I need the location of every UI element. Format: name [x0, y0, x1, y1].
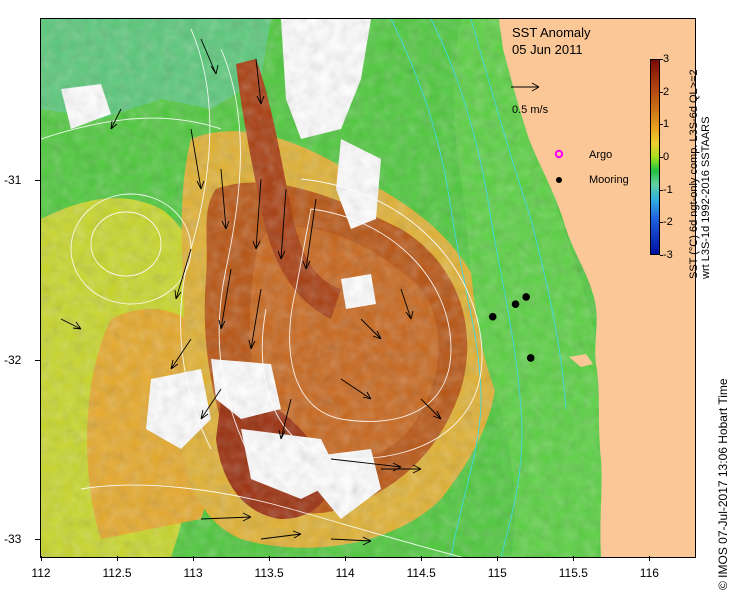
y-tick-label: -31: [4, 173, 22, 188]
y-tick-mark: [35, 539, 40, 541]
x-tick-label: 116: [639, 566, 659, 580]
credit-text: © IMOS 07-Jul-2017 13:06 Hobart Time: [716, 378, 730, 590]
colorbar-title: SST (°C) 6d ngt-only comp. L3S-6d QL>=2 …: [688, 59, 712, 279]
x-tick-mark: [345, 556, 347, 561]
colorbar-tick-mark: [660, 59, 663, 60]
colorbar-tick-label: -2: [663, 216, 673, 229]
land-mass: [499, 19, 695, 557]
colorbar-tick-mark: [660, 189, 663, 191]
y-tick-mark: [35, 180, 40, 182]
mooring-marker: [488, 312, 497, 321]
scale-arrow: [511, 82, 540, 92]
legend-argo-label: Argo: [589, 149, 613, 161]
y-tick-mark: [35, 359, 40, 361]
current-vectors: [60, 38, 442, 546]
colorbar-tick-mark: [660, 157, 663, 158]
x-tick-label: 115: [487, 566, 507, 580]
map-date: 05 Jun 2011: [512, 42, 583, 57]
colorbar-tick-mark: [660, 124, 663, 126]
mooring-legend-marker: [556, 177, 562, 183]
colorbar-tick-label: 3: [663, 53, 670, 65]
colorbar-tick-mark: [660, 222, 663, 224]
x-tick-label: 113: [183, 566, 203, 580]
colorbar-tick-label: -1: [663, 183, 673, 196]
mooring-marker: [511, 300, 520, 308]
colorbar: [650, 59, 660, 255]
colorbar-tick-label: 2: [663, 85, 670, 98]
x-tick-mark: [269, 556, 271, 561]
legend-mooring-label: Mooring: [589, 174, 629, 186]
map-title-block: SST Anomaly 05 Jun 2011: [512, 24, 591, 58]
colorbar-tick-label: 1: [663, 118, 670, 131]
scale-arrow-label: 0.5 m/s: [512, 104, 549, 116]
x-tick-mark: [421, 556, 423, 561]
x-tick-label: 115.5: [558, 566, 588, 580]
colorbar-tick-mark: [660, 91, 663, 93]
colorbar-tick-label: -3: [663, 249, 673, 261]
map-frame: [40, 18, 696, 558]
bathymetry-contours: [390, 19, 567, 557]
colorbar-tick-mark: [660, 255, 663, 256]
sst-map: [41, 19, 695, 557]
x-tick-mark: [117, 556, 119, 561]
x-tick-mark: [41, 556, 42, 561]
colorbar-title-line1: SST (°C) 6d ngt-only comp. L3S-6d QL>=2: [688, 69, 700, 279]
mooring-marker: [526, 354, 535, 362]
colorbar-title-line2: wrt L3S-1d 1992-2016 SSTAARS: [700, 116, 712, 279]
colorbar-tick-label: 0: [663, 151, 670, 163]
island: [569, 354, 593, 367]
map-title: SST Anomaly: [512, 25, 591, 40]
x-tick-mark: [573, 556, 575, 561]
x-tick-mark: [497, 556, 499, 561]
x-tick-label: 112.5: [102, 566, 132, 580]
y-tick-label: -33: [4, 532, 22, 547]
x-tick-label: 114: [335, 566, 355, 580]
y-tick-label: -32: [4, 352, 22, 367]
argo-legend-marker: [554, 149, 564, 159]
x-tick-label: 112: [31, 566, 51, 580]
x-tick-mark: [649, 556, 651, 561]
mooring-markers: [488, 293, 535, 362]
x-tick-mark: [193, 556, 195, 561]
x-tick-label: 113.5: [254, 566, 284, 580]
x-tick-label: 114.5: [406, 566, 436, 580]
mooring-marker: [522, 293, 530, 301]
